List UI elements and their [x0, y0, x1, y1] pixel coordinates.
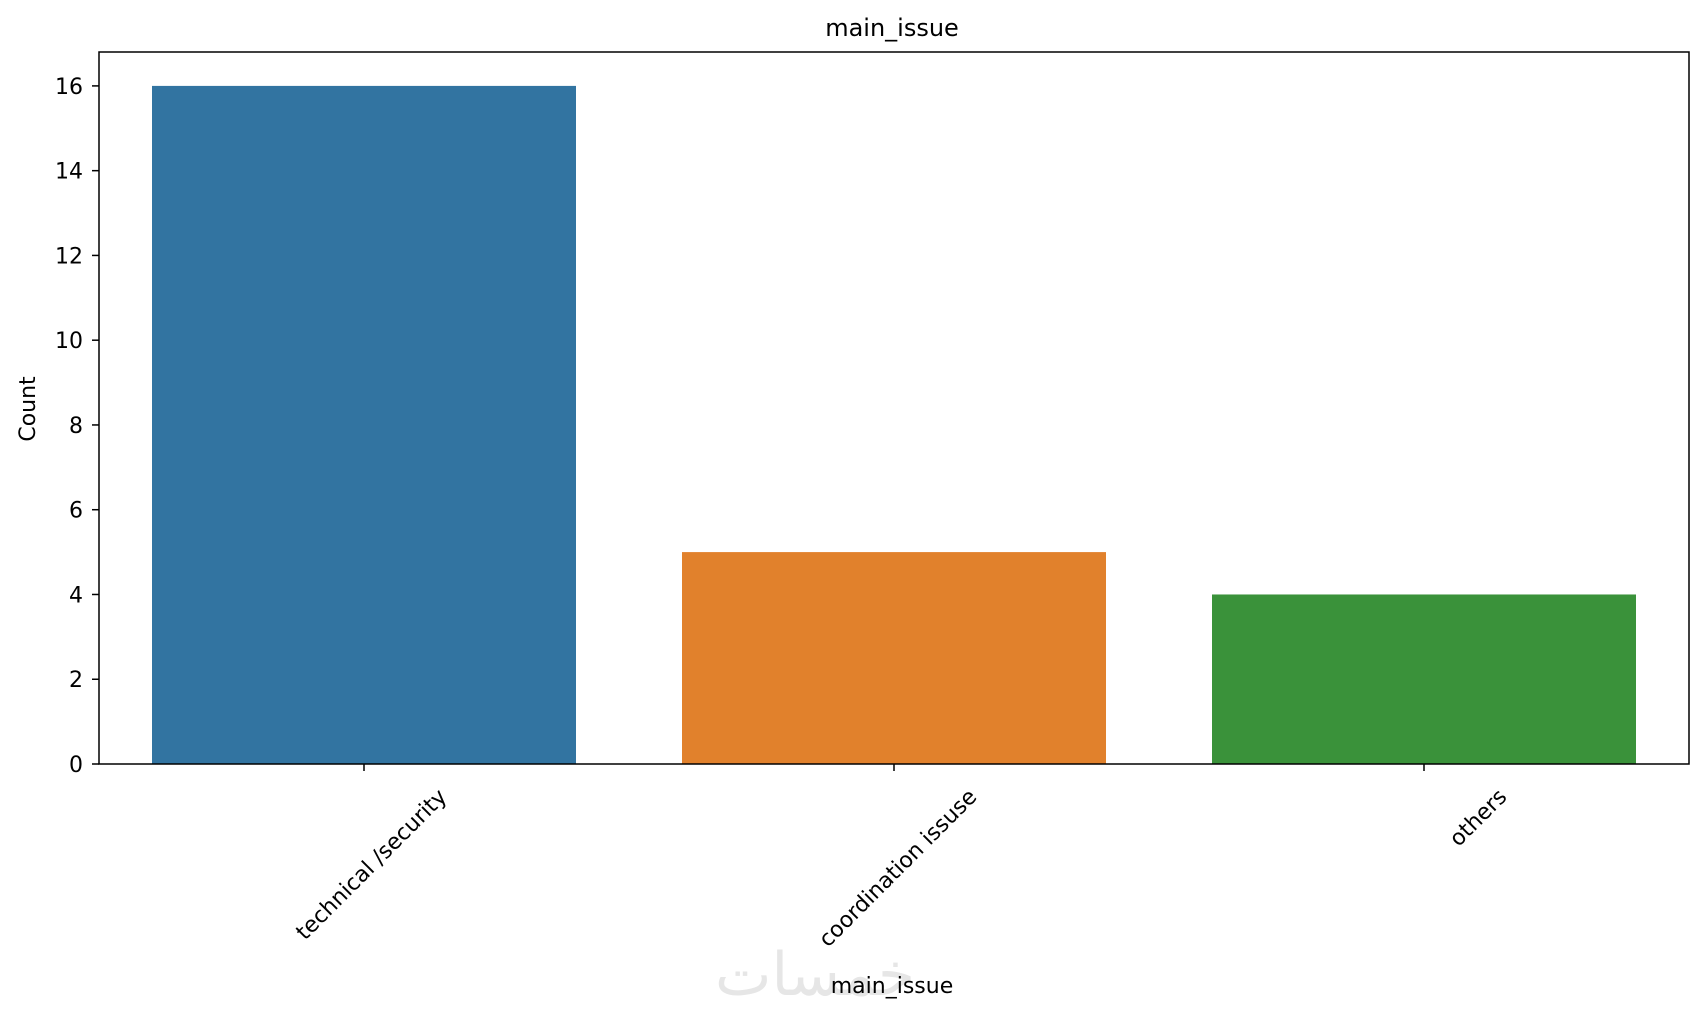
y-tick-label: 12	[55, 244, 83, 269]
plot-frame	[98, 51, 1690, 765]
y-tick-label: 2	[69, 668, 83, 693]
x-axis-label: main_issue	[831, 974, 953, 999]
y-tick-label: 6	[69, 499, 83, 524]
watermark: خمسات	[715, 940, 915, 1010]
y-tick-label: 10	[55, 329, 83, 354]
y-tick-label: 14	[55, 160, 83, 185]
bar-1	[682, 552, 1106, 764]
y-tick-label: 0	[69, 753, 83, 778]
y-axis-ticks: 0 2 4 6 8 10 12 14 16	[55, 75, 99, 778]
bar-0	[152, 85, 576, 764]
y-axis-label: Count	[16, 376, 41, 442]
bar-2	[1212, 594, 1636, 764]
y-tick-label: 16	[55, 75, 83, 100]
y-tick-label: 8	[69, 414, 83, 439]
chart-title: main_issue	[825, 14, 959, 42]
y-tick-label: 4	[69, 583, 83, 608]
bars-layer	[152, 85, 1636, 764]
